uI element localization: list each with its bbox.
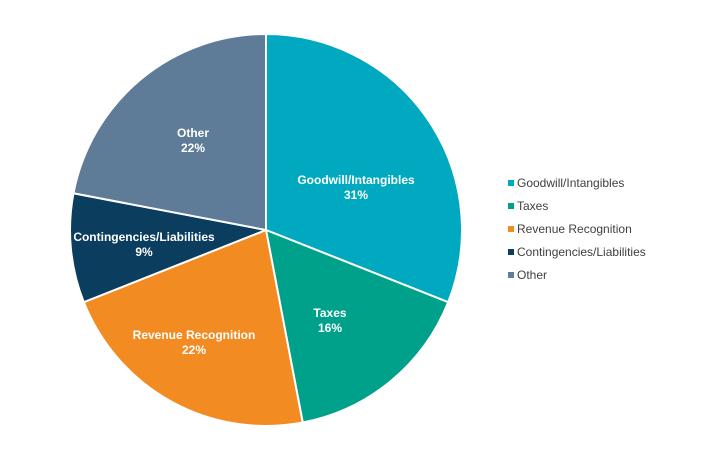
pie-slice-revenue-recognition: [82, 229, 304, 427]
slice-label-contingencies-liabilities: Contingencies/Liabilities: [73, 230, 215, 244]
pie-slice-taxes: [265, 229, 450, 424]
legend-swatch-taxes: [508, 203, 514, 209]
legend-swatch-contingencies-liabilities: [508, 249, 514, 255]
slice-label-revenue-recognition: Revenue Recognition: [133, 328, 256, 342]
legend-label-goodwill-intangibles: Goodwill/Intangibles: [517, 176, 624, 190]
legend-entry-taxes: Taxes: [508, 199, 548, 213]
slice-label-goodwill-intangibles: Goodwill/Intangibles: [297, 173, 415, 187]
slice-label-other: Other: [177, 126, 209, 140]
pie-slice-goodwill-intangibles: [265, 33, 463, 304]
slice-value-label-revenue-recognition: 22%: [182, 343, 206, 357]
pie-slice-contingencies-liabilities: [69, 192, 267, 304]
legend-label-other: Other: [517, 268, 547, 282]
legend-entry-other: Other: [508, 268, 547, 282]
slice-label-taxes: Taxes: [313, 306, 346, 320]
legend-swatch-other: [508, 272, 514, 278]
legend-entry-goodwill-intangibles: Goodwill/Intangibles: [508, 176, 624, 190]
legend-entry-revenue-recognition: Revenue Recognition: [508, 222, 632, 236]
legend: Goodwill/Intangibles Taxes Revenue Recogni…: [508, 176, 646, 282]
slice-value-label-goodwill-intangibles: 31%: [344, 188, 368, 202]
pie-slices: [69, 33, 463, 427]
legend-swatch-goodwill-intangibles: [508, 180, 514, 186]
slice-value-label-contingencies-liabilities: 9%: [135, 245, 153, 259]
legend-label-taxes: Taxes: [517, 199, 548, 213]
legend-label-contingencies-liabilities: Contingencies/Liabilities: [517, 245, 646, 259]
slice-value-label-taxes: 16%: [318, 321, 342, 335]
legend-label-revenue-recognition: Revenue Recognition: [517, 222, 632, 236]
legend-entry-contingencies-liabilities: Contingencies/Liabilities: [508, 245, 646, 259]
slice-value-label-other: 22%: [181, 141, 205, 155]
legend-swatch-revenue-recognition: [508, 226, 514, 232]
pie-slice-other: [72, 33, 267, 231]
